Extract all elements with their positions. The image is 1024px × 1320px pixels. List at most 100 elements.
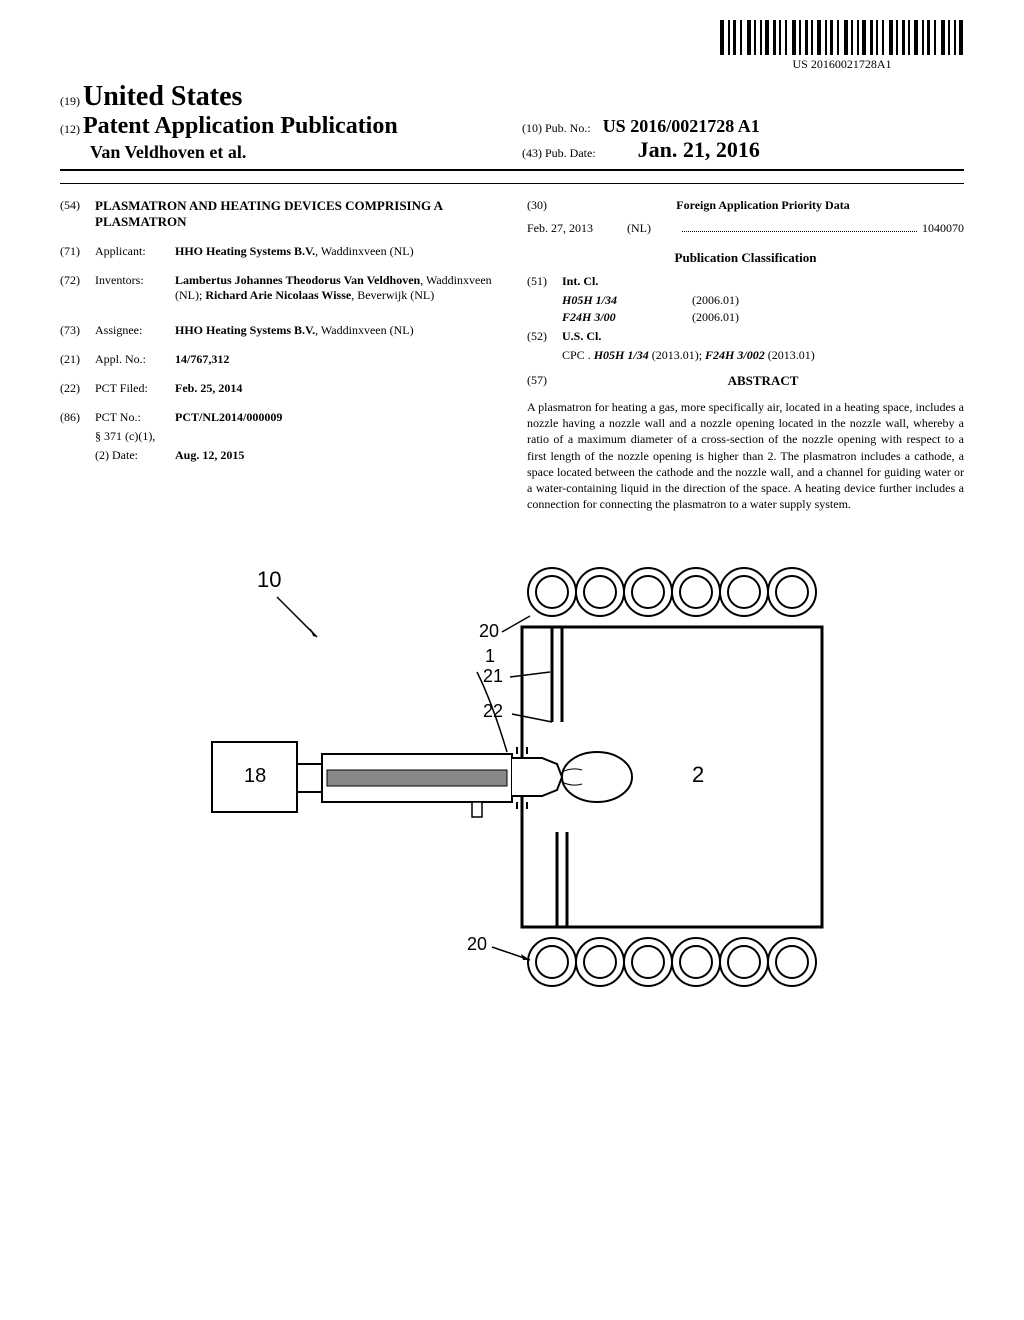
pub-no-value: US 2016/0021728 A1: [603, 116, 760, 136]
assignee-value: HHO Heating Systems B.V., Waddinxveen (N…: [175, 323, 497, 338]
assignee-name: HHO Heating Systems B.V.: [175, 323, 315, 337]
intcl-label: Int. Cl.: [562, 274, 598, 289]
pub-no-label: Pub. No.:: [545, 121, 591, 135]
foreign-date: Feb. 27, 2013: [527, 221, 627, 236]
inventors-value: Lambertus Johannes Theodorus Van Veldhov…: [175, 273, 497, 303]
cpc-year-2: (2013.01): [765, 348, 815, 362]
applicant-name: HHO Heating Systems B.V.: [175, 244, 315, 258]
date-371-value: Aug. 12, 2015: [175, 448, 497, 463]
appl-label: Appl. No.:: [95, 352, 175, 367]
header-left: (19) United States (12) Patent Applicati…: [60, 81, 502, 163]
applicant-field: (71) Applicant: HHO Heating Systems B.V.…: [60, 244, 497, 259]
abstract-header: ABSTRACT: [562, 373, 964, 389]
applicant-value: HHO Heating Systems B.V., Waddinxveen (N…: [175, 244, 497, 259]
title-field: (54) PLASMATRON AND HEATING DEVICES COMP…: [60, 198, 497, 230]
fig-label-20b: 20: [467, 934, 487, 954]
pub-date-prefix: (43): [522, 146, 542, 160]
top-circles: [528, 568, 816, 616]
inventors-label: Inventors:: [95, 273, 175, 303]
pct-no-field: (86) PCT No.: PCT/NL2014/000009: [60, 410, 497, 425]
appl-no-field: (21) Appl. No.: 14/767,312: [60, 352, 497, 367]
pct-no-num: (86): [60, 410, 95, 425]
dots-leader: [682, 221, 917, 232]
pub-date-value: Jan. 21, 2016: [638, 137, 760, 162]
inventors-num: (72): [60, 273, 95, 303]
foreign-header-row: (30) Foreign Application Priority Data: [527, 198, 964, 213]
blank-num: [60, 429, 95, 444]
content-columns: (54) PLASMATRON AND HEATING DEVICES COMP…: [60, 198, 964, 512]
foreign-country: (NL): [627, 221, 677, 236]
inventor-line: Van Veldhoven et al.: [60, 142, 502, 163]
pub-type-line: (12) Patent Application Publication: [60, 113, 502, 140]
left-column: (54) PLASMATRON AND HEATING DEVICES COMP…: [60, 198, 497, 512]
intcl-year-1: (2006.01): [692, 310, 964, 325]
inventor2-loc: , Beverwijk (NL): [351, 288, 434, 302]
cpc-year-1: (2013.01);: [649, 348, 705, 362]
country-name: United States: [83, 81, 242, 112]
fig-label-10: 10: [257, 567, 281, 592]
title-value: PLASMATRON AND HEATING DEVICES COMPRISIN…: [95, 198, 497, 230]
inventor2: Richard Arie Nicolaas Wisse: [205, 288, 351, 302]
abstract-header-row: (57) ABSTRACT: [527, 373, 964, 395]
fig-label-22: 22: [483, 701, 503, 721]
title-num: (54): [60, 198, 95, 230]
barcode-number: US 20160021728A1: [720, 57, 964, 72]
date-371-label: (2) Date:: [95, 448, 175, 463]
header-right: (10) Pub. No.: US 2016/0021728 A1 (43) P…: [502, 116, 964, 163]
pct-no-label: PCT No.:: [95, 410, 175, 425]
document-header: (19) United States (12) Patent Applicati…: [60, 81, 964, 171]
cpc-code-1: H05H 1/34: [594, 348, 649, 362]
assignee-loc: Waddinxveen (NL): [321, 323, 414, 337]
section-371: § 371 (c)(1),: [95, 429, 175, 444]
fig-label-18: 18: [244, 765, 266, 787]
assignee-label: Assignee:: [95, 323, 175, 338]
intcl-row: (51) Int. Cl.: [527, 274, 964, 289]
country-prefix: (19): [60, 94, 80, 108]
bottom-circles: [528, 938, 816, 986]
pub-class-header: Publication Classification: [527, 250, 964, 266]
patent-figure: 10 20 1 21 22 18 2 20: [162, 542, 862, 1002]
applicant-label: Applicant:: [95, 244, 175, 259]
appl-value: 14/767,312: [175, 352, 497, 367]
assignee-field: (73) Assignee: HHO Heating Systems B.V.,…: [60, 323, 497, 338]
cpc-line: CPC . H05H 1/34 (2013.01); F24H 3/002 (2…: [527, 348, 964, 363]
pct-filed-label: PCT Filed:: [95, 381, 175, 396]
date-371-field: (2) Date: Aug. 12, 2015: [60, 448, 497, 463]
pub-no-prefix: (10): [522, 121, 542, 135]
pub-type: Patent Application Publication: [83, 113, 398, 139]
blank-num2: [60, 448, 95, 463]
pct-filed-num: (22): [60, 381, 95, 396]
fig-label-2: 2: [692, 762, 704, 787]
pub-no-line: (10) Pub. No.: US 2016/0021728 A1: [522, 116, 964, 137]
pct-no-value: PCT/NL2014/000009: [175, 410, 497, 425]
appl-num: (21): [60, 352, 95, 367]
foreign-priority-row: Feb. 27, 2013 (NL) 1040070: [527, 221, 964, 236]
applicant-loc: Waddinxveen (NL): [321, 244, 414, 258]
inventor1: Lambertus Johannes Theodorus Van Veldhov…: [175, 273, 420, 287]
barcode-section: US 20160021728A1: [60, 20, 964, 73]
uscl-row: (52) U.S. Cl.: [527, 329, 964, 344]
fig-label-1: 1: [485, 646, 495, 666]
intcl-code-1: F24H 3/00: [562, 310, 692, 325]
intcl-item-0: H05H 1/34 (2006.01): [527, 293, 964, 308]
abstract-num: (57): [527, 373, 562, 395]
barcode: US 20160021728A1: [720, 20, 964, 72]
intcl-item-1: F24H 3/00 (2006.01): [527, 310, 964, 325]
pub-type-prefix: (12): [60, 122, 80, 136]
foreign-num: (30): [527, 198, 562, 213]
divider: [60, 183, 964, 184]
inventors-field: (72) Inventors: Lambertus Johannes Theod…: [60, 273, 497, 303]
assignee-num: (73): [60, 323, 95, 338]
section-371-field: § 371 (c)(1),: [60, 429, 497, 444]
intcl-num: (51): [527, 274, 562, 289]
figure-section: 10 20 1 21 22 18 2 20: [60, 542, 964, 1007]
applicant-num: (71): [60, 244, 95, 259]
abstract-text: A plasmatron for heating a gas, more spe…: [527, 399, 964, 512]
barcode-bars: [720, 20, 964, 55]
fig-label-20a: 20: [479, 621, 499, 641]
pub-date-line: (43) Pub. Date: Jan. 21, 2016: [522, 137, 964, 163]
pct-filed-value: Feb. 25, 2014: [175, 381, 497, 396]
right-column: (30) Foreign Application Priority Data F…: [527, 198, 964, 512]
foreign-number: 1040070: [922, 221, 964, 236]
pct-filed-field: (22) PCT Filed: Feb. 25, 2014: [60, 381, 497, 396]
